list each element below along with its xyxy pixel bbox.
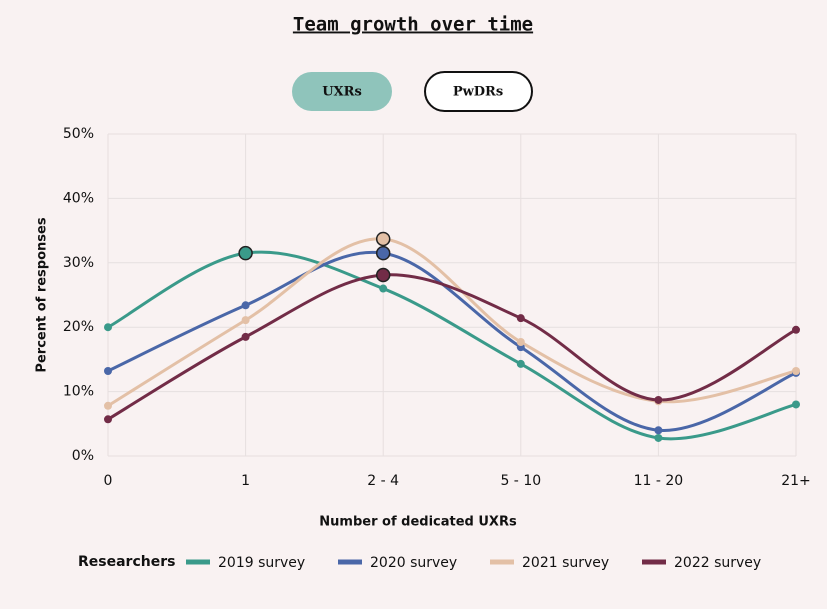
data-point	[241, 301, 250, 310]
data-point	[104, 401, 112, 410]
chart-title: Team growth over time	[293, 14, 533, 36]
data-point	[516, 359, 525, 368]
data-point	[792, 400, 800, 409]
legend-label: 2022 survey	[674, 555, 761, 571]
series-line	[107, 273, 797, 421]
legend-title: Researchers	[78, 554, 175, 570]
data-point	[792, 325, 800, 334]
x-tick-label: 1	[241, 473, 250, 489]
data-point	[104, 415, 112, 424]
tab-button[interactable]	[292, 72, 392, 111]
data-point	[516, 314, 525, 323]
data-point	[792, 366, 800, 375]
y-tick-label: 20%	[63, 319, 94, 335]
data-point	[375, 231, 391, 247]
data-point	[379, 284, 388, 293]
y-tick-label: 10%	[63, 384, 94, 400]
data-point	[516, 338, 525, 347]
data-point	[654, 395, 663, 404]
series-line	[107, 250, 797, 432]
data-point	[104, 366, 112, 375]
legend-label: 2021 survey	[522, 555, 609, 571]
data-point	[238, 245, 253, 261]
tab-button[interactable]	[424, 71, 533, 112]
data-point	[375, 245, 391, 261]
series-line	[107, 237, 797, 408]
x-tick-label: 0	[104, 473, 113, 489]
tab-label[interactable]: PwDRs	[453, 85, 503, 100]
data-point	[375, 267, 391, 283]
series-line	[107, 250, 797, 441]
legend-label: 2020 survey	[370, 555, 457, 571]
legend-label: 2019 survey	[218, 555, 305, 571]
y-tick-label: 50%	[63, 126, 94, 142]
y-tick-label: 40%	[63, 190, 94, 206]
x-axis-label: Number of dedicated UXRs	[319, 515, 517, 530]
y-tick-label: 30%	[63, 255, 94, 271]
y-tick-label: 0%	[72, 448, 94, 464]
data-point	[104, 323, 112, 332]
x-tick-label: 5 - 10	[500, 473, 541, 489]
data-point	[241, 332, 250, 341]
tab-label[interactable]: UXRs	[322, 85, 362, 100]
data-point	[654, 426, 663, 435]
data-point	[654, 433, 663, 442]
y-axis-label: Percent of responses	[35, 217, 50, 372]
x-tick-label: 11 - 20	[634, 473, 684, 489]
data-point	[241, 316, 250, 325]
x-tick-label: 2 - 4	[367, 473, 399, 489]
x-tick-label: 21+	[781, 473, 811, 489]
